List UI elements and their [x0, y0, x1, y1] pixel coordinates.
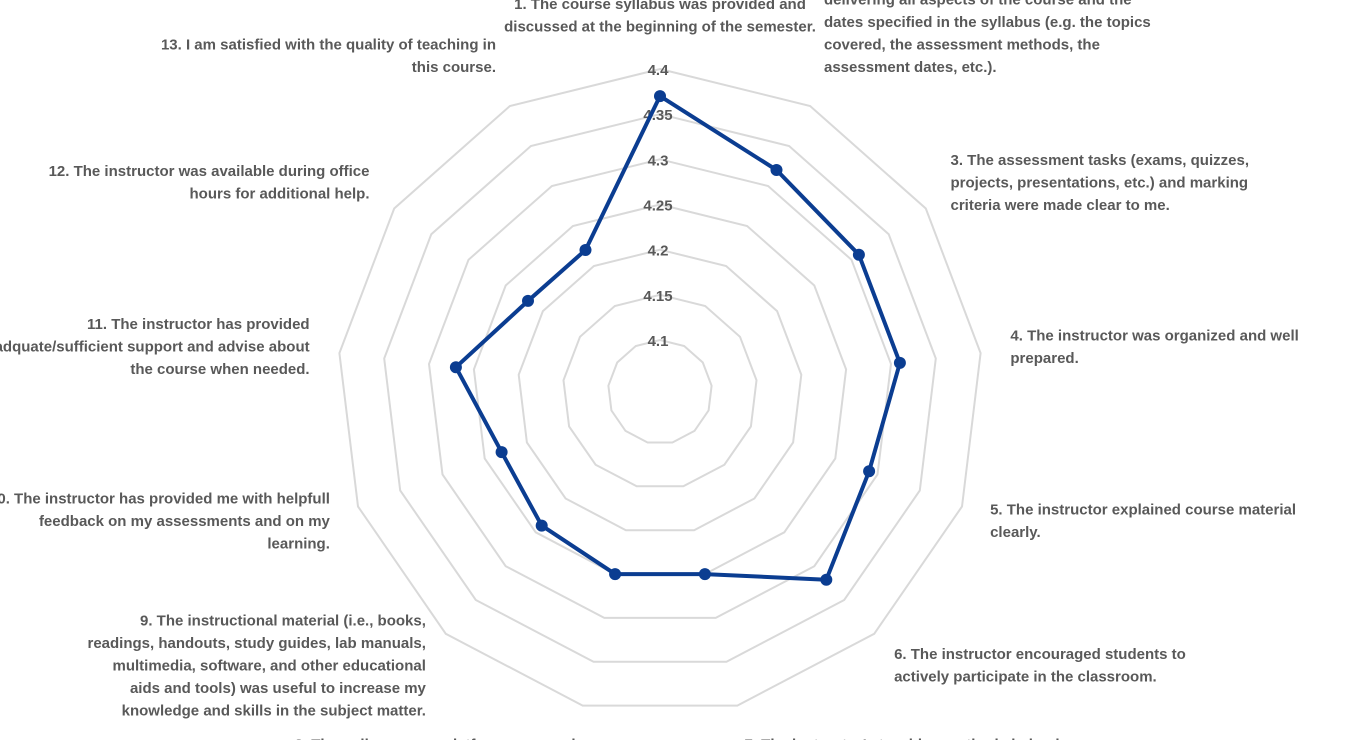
grid-ring-4	[472, 203, 848, 576]
series-line	[453, 94, 902, 582]
data-point-6	[820, 573, 833, 586]
category-labels: 1. The course syllabus was provided and d…	[0, 0, 1299, 745]
category-label-11: 11. The instructor has provided adquate/s…	[0, 316, 310, 378]
data-point-9	[535, 519, 548, 532]
grid-layer	[338, 67, 982, 707]
data-point-2	[770, 164, 783, 176]
category-label-10: 10. The instructor has provided me with …	[0, 490, 331, 552]
tick-label: 4.3	[648, 152, 669, 169]
tick-label: 4.25	[643, 198, 672, 215]
category-label-5: 5. The instructor explained course mater…	[990, 502, 1296, 542]
tick-labels: 4.14.154.24.254.34.354.4	[643, 62, 672, 350]
data-point-10	[495, 446, 508, 459]
tick-label: 4.2	[648, 243, 669, 260]
category-label-9: 9. The instructional material (i.e., boo…	[87, 613, 426, 720]
tick-label: 4.1	[648, 333, 669, 350]
category-label-1: 1. The course syllabus was provided and d…	[504, 0, 816, 36]
tick-label: 4.4	[648, 62, 670, 79]
category-label-3: 3. The assessment tasks (exams, quizzes,…	[951, 152, 1249, 214]
category-label-4: 4. The instructor was organized and well…	[1010, 327, 1298, 367]
data-point-4	[893, 356, 906, 369]
category-label-12: 12. The instructor was available during …	[49, 163, 370, 203]
series-layer	[449, 90, 906, 586]
data-point-5	[863, 465, 876, 478]
grid-ring-1	[607, 338, 713, 444]
data-point-13	[579, 244, 592, 256]
data-point-7	[698, 568, 711, 581]
data-point-8	[609, 568, 622, 581]
tick-label: 4.15	[643, 288, 672, 305]
category-label-2: 2. The course syllabus was followed inde…	[824, 0, 1151, 76]
data-point-12	[522, 294, 534, 307]
category-label-6: 6. The instructor encouraged students to…	[894, 646, 1186, 686]
grid-ring-6	[383, 113, 937, 663]
category-label-13: 13. I am satisfied with the quality of t…	[161, 36, 496, 76]
grid-ring-2	[562, 293, 758, 488]
grid-ring-3	[517, 248, 803, 532]
data-point-3	[852, 248, 865, 261]
data-point-11	[449, 361, 462, 374]
grid-ring-5	[427, 158, 893, 619]
data-point-1	[654, 90, 666, 103]
grid-ring-7	[338, 67, 982, 707]
